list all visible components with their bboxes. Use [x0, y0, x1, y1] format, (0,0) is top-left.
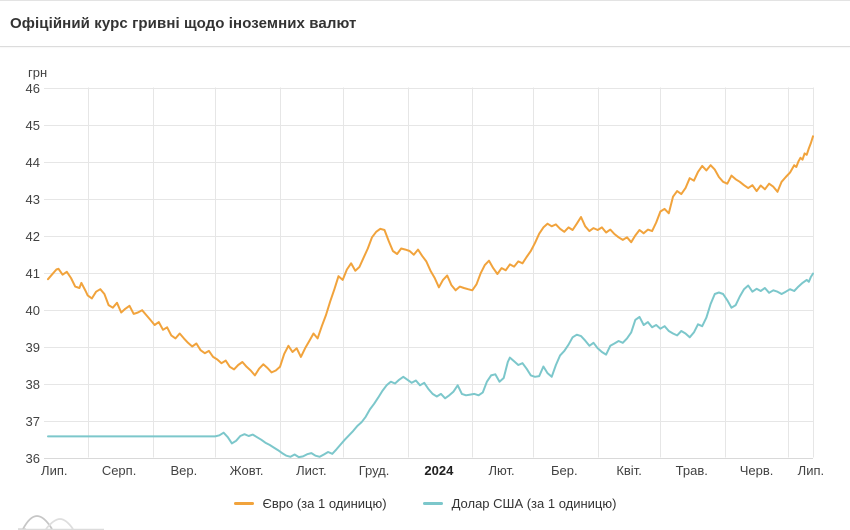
- y-tick-label: 46: [26, 81, 40, 96]
- x-tick-label: Вер.: [170, 463, 197, 478]
- chart-header: Офіційний курс гривні щодо іноземних вал…: [0, 1, 850, 47]
- usd-rate-line: [47, 272, 814, 459]
- y-tick-label: 39: [26, 340, 40, 355]
- x-tick-label: Черв.: [740, 463, 774, 478]
- chart-legend: Євро (за 1 одиницю) Долар США (за 1 один…: [0, 496, 850, 511]
- x-tick-label: Лип.: [41, 463, 67, 478]
- eur-rate-line: [47, 135, 814, 377]
- y-tick-label: 36: [26, 451, 40, 466]
- x-tick-label: Квіт.: [616, 463, 642, 478]
- y-tick-label: 42: [26, 229, 40, 244]
- y-tick-label: 38: [26, 377, 40, 392]
- page-title: Офіційний курс гривні щодо іноземних вал…: [10, 15, 357, 32]
- y-axis-unit-label: грн: [28, 65, 48, 80]
- eur-line-swatch-icon: [233, 502, 254, 505]
- x-tick-label: Лют.: [489, 463, 515, 478]
- x-tick-label: Бер.: [551, 463, 578, 478]
- y-tick-label: 45: [26, 118, 40, 133]
- y-tick-label: 41: [26, 266, 40, 281]
- legend-label-usd: Долар США (за 1 одиницю): [451, 496, 617, 511]
- x-tick-label: Лист.: [296, 463, 326, 478]
- y-tick-label: 37: [26, 414, 40, 429]
- x-tick-label: Лип.: [798, 463, 824, 478]
- legend-item-eur[interactable]: Євро (за 1 одиницю): [233, 496, 387, 511]
- x-tick-label: Серп.: [102, 463, 137, 478]
- x-tick-label: Жовт.: [230, 463, 264, 478]
- usd-line-swatch-icon: [422, 502, 443, 505]
- y-tick-label: 40: [26, 303, 40, 318]
- x-tick-label: 2024: [424, 463, 454, 478]
- legend-item-usd[interactable]: Долар США (за 1 одиницю): [422, 496, 617, 511]
- legend-label-eur: Євро (за 1 одиницю): [262, 496, 387, 511]
- x-tick-label: Груд.: [359, 463, 390, 478]
- x-tick-label: Трав.: [676, 463, 708, 478]
- y-tick-label: 43: [26, 192, 40, 207]
- y-tick-label: 44: [26, 155, 40, 170]
